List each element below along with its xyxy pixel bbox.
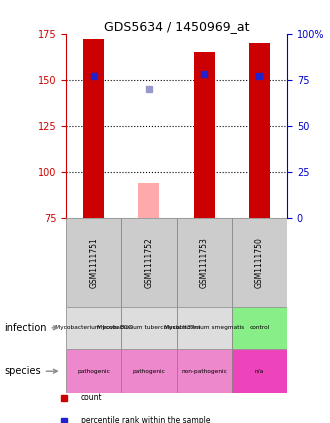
Bar bbox=[121, 349, 177, 393]
Text: infection: infection bbox=[4, 323, 57, 333]
Text: Mycobacterium smegmatis: Mycobacterium smegmatis bbox=[164, 325, 244, 330]
Bar bbox=[249, 43, 270, 218]
Bar bbox=[66, 218, 121, 307]
Bar bbox=[138, 183, 159, 218]
Text: pathogenic: pathogenic bbox=[77, 369, 110, 374]
Bar bbox=[121, 307, 177, 349]
Bar bbox=[177, 218, 232, 307]
Text: pathogenic: pathogenic bbox=[132, 369, 165, 374]
Text: GSM1111752: GSM1111752 bbox=[145, 237, 153, 288]
Bar bbox=[177, 307, 232, 349]
Bar bbox=[66, 349, 121, 393]
Text: GSM1111753: GSM1111753 bbox=[200, 237, 209, 288]
Text: n/a: n/a bbox=[255, 369, 264, 374]
Bar bbox=[66, 307, 121, 349]
Text: Mycobacterium bovis BCG: Mycobacterium bovis BCG bbox=[55, 325, 132, 330]
Bar bbox=[83, 39, 104, 218]
Bar bbox=[232, 307, 287, 349]
Text: species: species bbox=[4, 366, 57, 376]
Text: non-pathogenic: non-pathogenic bbox=[181, 369, 227, 374]
Text: control: control bbox=[249, 325, 270, 330]
Text: Mycobacterium tuberculosis H37ra: Mycobacterium tuberculosis H37ra bbox=[97, 325, 201, 330]
Text: count: count bbox=[81, 393, 103, 402]
Text: percentile rank within the sample: percentile rank within the sample bbox=[81, 416, 210, 423]
Bar bbox=[232, 349, 287, 393]
Bar bbox=[232, 218, 287, 307]
Title: GDS5634 / 1450969_at: GDS5634 / 1450969_at bbox=[104, 20, 249, 33]
Bar bbox=[194, 52, 215, 218]
Bar bbox=[177, 349, 232, 393]
Text: GSM1111750: GSM1111750 bbox=[255, 237, 264, 288]
Text: GSM1111751: GSM1111751 bbox=[89, 237, 98, 288]
Bar bbox=[121, 218, 177, 307]
